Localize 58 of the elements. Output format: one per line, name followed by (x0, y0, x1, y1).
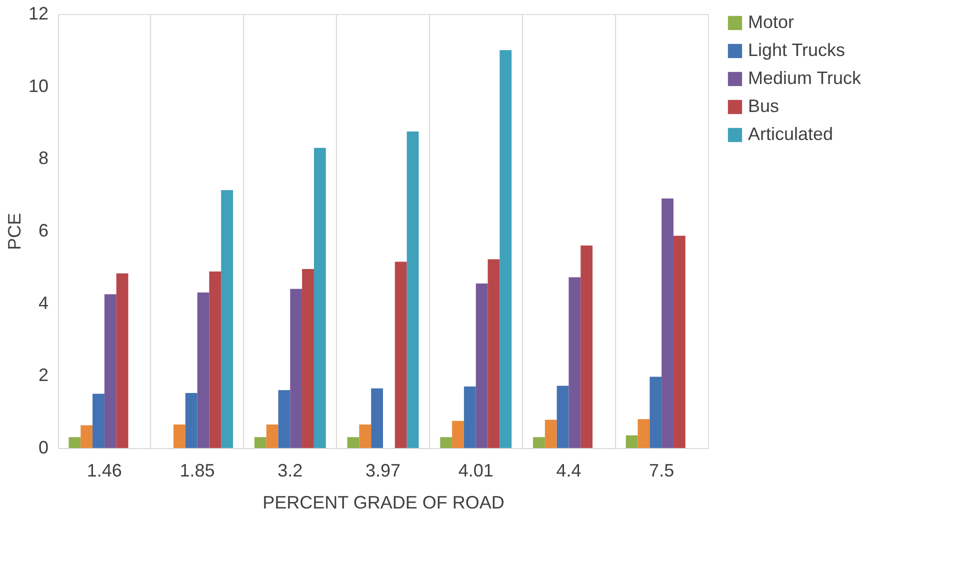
bar (673, 236, 686, 448)
bar (406, 132, 419, 448)
bar (197, 292, 210, 448)
y-axis-title: PCE (4, 212, 24, 250)
y-tick-label: 8 (38, 148, 48, 168)
bar (500, 50, 512, 448)
bar (254, 437, 266, 448)
legend-label: Motor (748, 12, 794, 32)
bar (556, 386, 569, 448)
bar (662, 198, 674, 448)
bar (266, 424, 278, 448)
bar (80, 425, 93, 448)
y-tick-label: 2 (38, 365, 48, 386)
bar (580, 245, 593, 448)
bar (173, 424, 186, 448)
x-tick-label: 3.2 (278, 460, 303, 480)
bar (394, 262, 407, 448)
bar (371, 388, 383, 448)
bar (488, 259, 500, 448)
bar (440, 437, 452, 448)
bar (209, 272, 222, 448)
bar (638, 419, 650, 448)
y-tick-label: 12 (28, 4, 48, 24)
bar (302, 268, 314, 448)
x-tick-label: 3.97 (365, 460, 401, 480)
x-axis-title: PERCENT GRADE OF ROAD (262, 492, 504, 512)
bar (650, 376, 662, 448)
x-tick-label: 1.85 (180, 460, 215, 480)
x-tick-label: 4.4 (556, 460, 582, 480)
bar (476, 283, 488, 448)
y-tick-label: 10 (28, 76, 48, 96)
y-tick-label: 4 (38, 292, 48, 313)
y-tick-label: 0 (38, 438, 48, 458)
bar (104, 294, 116, 448)
bar (626, 435, 638, 448)
y-tick-label: 6 (38, 220, 48, 240)
bar (221, 190, 233, 448)
bar (347, 437, 360, 448)
bar (185, 393, 198, 448)
x-tick-label: 1.46 (86, 460, 122, 480)
bar (68, 437, 81, 448)
legend-label: Light Trucks (748, 40, 846, 60)
bar (116, 273, 128, 448)
bar (533, 437, 545, 448)
x-tick-label: 7.5 (649, 460, 674, 480)
bar (544, 420, 557, 448)
bar (464, 386, 476, 448)
x-tick-label: 4.01 (458, 460, 494, 480)
bar (290, 288, 302, 448)
legend-label: Medium Truck (748, 68, 862, 88)
legend-label: Articulated (748, 124, 834, 144)
bar (92, 394, 104, 448)
bar (314, 148, 326, 448)
bar (452, 420, 464, 448)
legend-label: Bus (748, 96, 780, 116)
bar (359, 424, 372, 448)
bar (278, 390, 290, 448)
bar (568, 277, 581, 448)
